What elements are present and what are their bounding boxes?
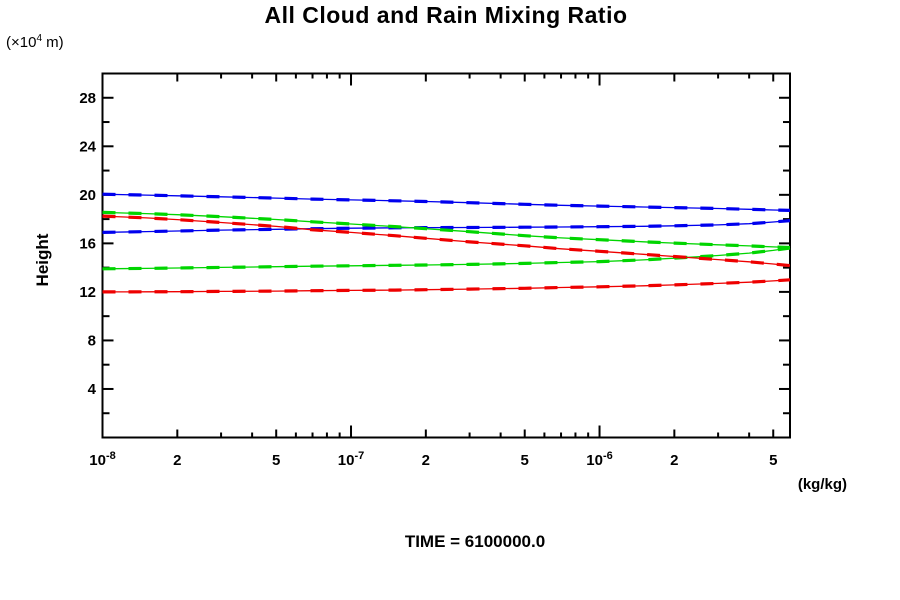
x-tick-label: 10-6 [586,450,612,469]
x-tick-label: 5 [521,452,529,469]
x-tick-label: 5 [769,452,777,469]
x-axis-unit-label: (kg/kg) [797,476,847,493]
y-axis-unit-label: (×104 m) [6,33,64,51]
x-tick-label: 2 [173,452,181,469]
chart-title: All Cloud and Rain Mixing Ratio [264,2,628,28]
y-unit-exponent: 4 [36,33,43,44]
y-tick-label: 16 [79,235,96,252]
y-unit-post: m) [42,34,64,51]
green-lower-dashes [102,246,791,271]
y-tick-label: 12 [79,284,96,301]
plot-frame [101,72,791,439]
x-tick-label: 5 [272,452,280,469]
x-tick-label: 10-8 [89,450,115,469]
red-lower-dashes [102,278,791,294]
y-tick-label: 28 [79,90,96,107]
y-unit-pre: (×10 [6,34,37,51]
y-tick-label: 24 [79,138,96,155]
y-tick-label: 4 [88,381,97,398]
y-tick-label: 8 [88,332,96,349]
red-upper-dashes [102,214,791,268]
y-tick-label: 20 [79,187,96,204]
blue-lower-dashes [102,219,791,234]
blue-upper-dashes [102,192,791,212]
x-tick-label: 10-7 [338,450,364,469]
green-upper-dashes [102,210,791,250]
x-tick-label: 2 [422,452,430,469]
x-tick-label: 2 [670,452,678,469]
time-annotation: TIME = 6100000.0 [404,532,546,551]
